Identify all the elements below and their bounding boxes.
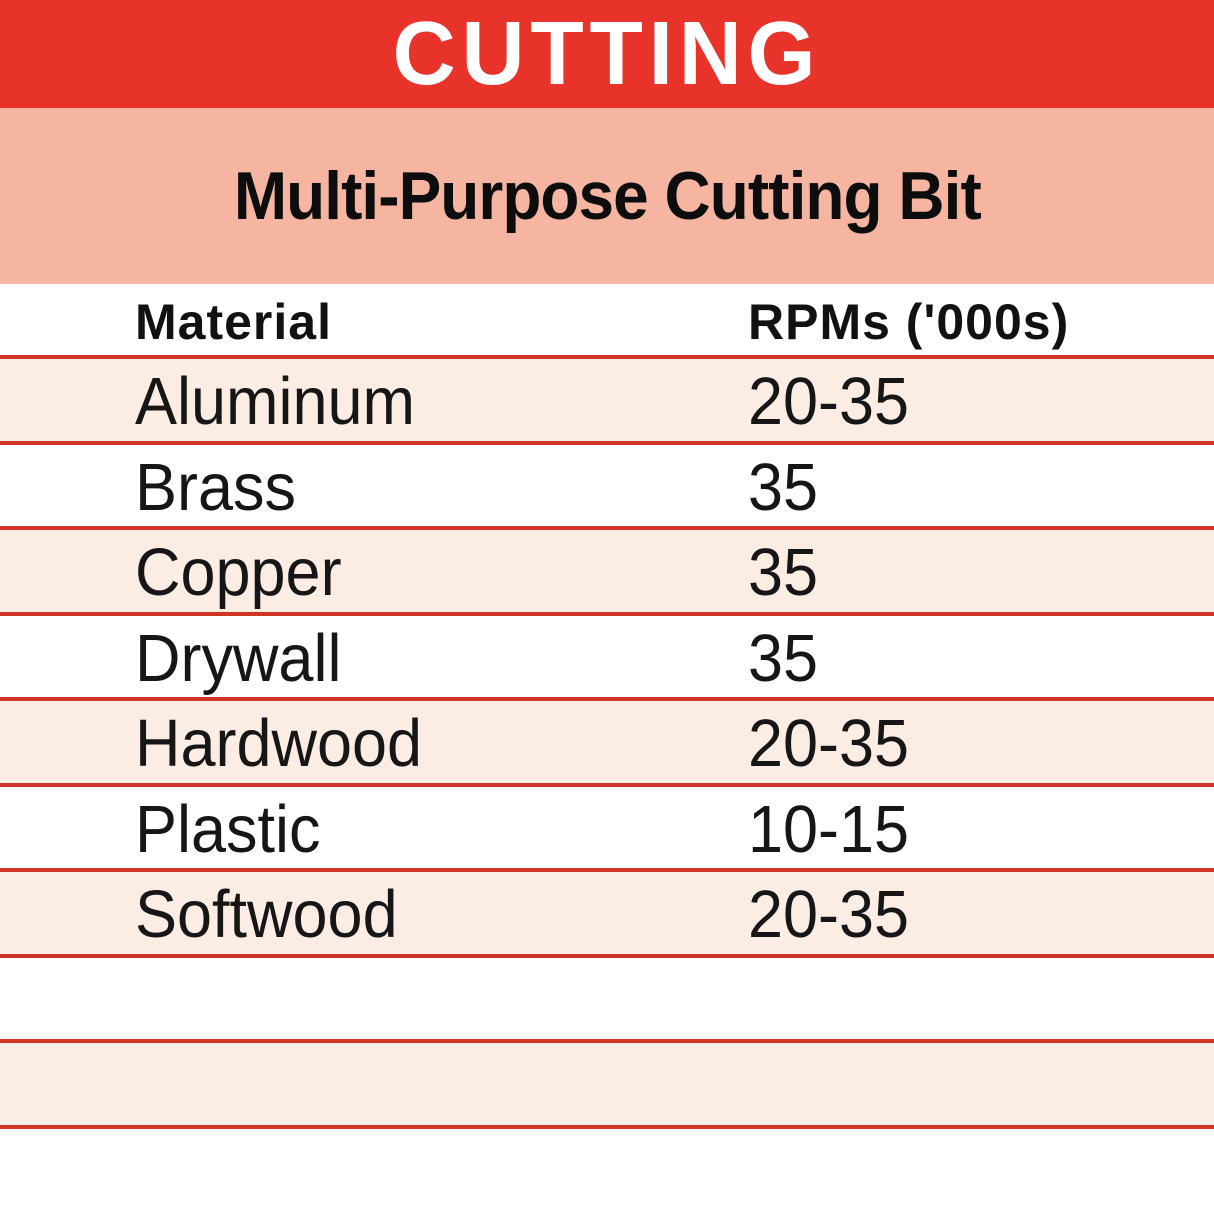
material-cell: Aluminum: [135, 364, 416, 440]
speed-table: Material RPMs ('000s) Aluminum 20-35 Bra…: [0, 284, 1214, 1214]
rpms-cell: 20-35: [748, 877, 910, 953]
table-row-aluminum: Aluminum 20-35: [0, 359, 1214, 445]
column-header-material: Material: [135, 293, 332, 350]
table-row-copper: Copper 35: [0, 530, 1214, 616]
table-row-brass: Brass 35: [0, 444, 1214, 530]
material-cell: Copper: [135, 535, 342, 611]
subtitle-band: Multi-Purpose Cutting Bit: [0, 108, 1214, 284]
rpms-cell: 20-35: [748, 364, 910, 440]
material-cell: Brass: [135, 449, 296, 525]
table-row-empty: [0, 1043, 1214, 1129]
table-row-hardwood: Hardwood 20-35: [0, 701, 1214, 787]
section-banner: CUTTING: [0, 0, 1214, 108]
rpms-cell: 35: [748, 449, 819, 525]
material-cell: Drywall: [135, 620, 342, 696]
material-cell: Softwood: [135, 877, 398, 953]
table-row-softwood: Softwood 20-35: [0, 872, 1214, 958]
rpms-cell: 20-35: [748, 706, 910, 782]
material-cell: Hardwood: [135, 706, 423, 782]
table-bottom-whitespace: [0, 1128, 1214, 1214]
table-row-empty: [0, 957, 1214, 1043]
rpms-cell: 35: [748, 535, 819, 611]
section-banner-title: CUTTING: [392, 4, 822, 104]
rpms-cell: 10-15: [748, 791, 910, 867]
table-row-drywall: Drywall 35: [0, 615, 1214, 701]
table-header-row: Material RPMs ('000s): [0, 284, 1214, 359]
material-cell: Plastic: [135, 791, 321, 867]
table-row-plastic: Plastic 10-15: [0, 786, 1214, 872]
chart-title: Multi-Purpose Cutting Bit: [233, 158, 982, 234]
column-header-rpms: RPMs ('000s): [748, 293, 1070, 350]
rpms-cell: 35: [748, 620, 819, 696]
